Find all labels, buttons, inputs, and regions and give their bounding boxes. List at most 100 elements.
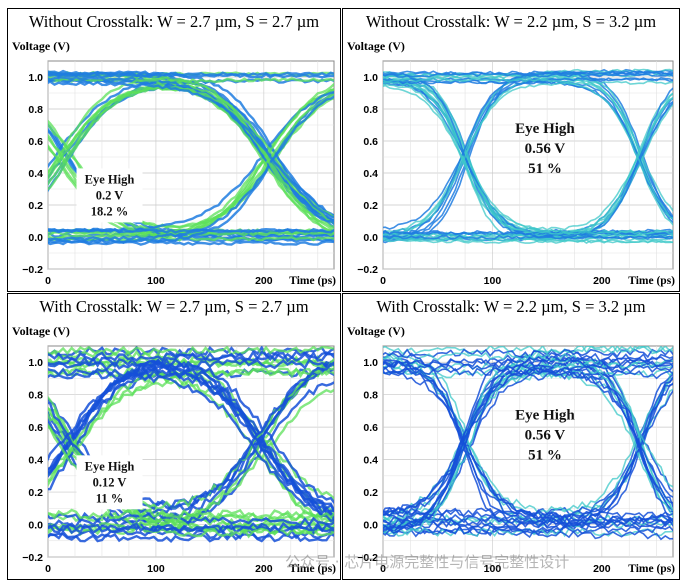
eye-annotation-box [76,455,143,510]
y-tick-label: 0.4 [363,455,378,467]
y-tick-label: 0.8 [28,104,43,116]
eye-annotation-eye-height: 0.56 V [525,141,566,157]
eye-trace [48,76,334,229]
y-tick-label: 0.6 [28,422,43,434]
y-tick-label: 0.2 [28,200,43,212]
x-axis-label: Time (ps) [628,275,675,287]
eye-annotation-eye-label: Eye High [85,459,135,473]
eye-trace [383,234,673,240]
eye-trace [383,84,673,235]
eye-trace [48,532,334,543]
x-axis-label: Time (ps) [289,563,336,575]
y-tick-label: 0.4 [28,168,43,180]
eye-traces [383,346,673,541]
chart-svg: −0.2 0.0 0.2 0.4 0.6 0.8 1.0 0 100 200 Time (ps) Ey… [357,345,675,575]
y-tick-label: 0.0 [28,520,43,532]
y-tick-label: 0.4 [363,168,378,180]
y-tick-label: 1.0 [363,72,378,84]
x-axis-label: Time (ps) [289,275,336,287]
x-tick-label: 100 [147,275,165,287]
eye-trace [48,230,334,237]
y-axis-label: Voltage (V) [347,39,405,53]
chart-panel-3: With Crosstalk: W = 2.7 µm, S = 2.7 µm Vo… [7,293,341,580]
y-tick-label: 0.8 [28,390,43,402]
eye-annotation-eye-percent: 51 % [528,161,562,177]
eye-trace [48,508,334,520]
x-tick-label: 200 [255,563,273,575]
y-tick-label: −0.2 [357,552,378,564]
eye-trace [383,351,673,488]
eye-trace [383,92,673,237]
eye-trace [48,370,334,523]
eye-trace [48,80,334,219]
x-tick-label: 200 [593,275,611,287]
x-tick-label: 200 [255,275,273,287]
chart-title: With Crosstalk: W = 2.7 µm, S = 2.7 µm [39,297,309,316]
eye-annotation-eye-label: Eye High [515,121,575,137]
eye-trace [383,80,673,236]
watermark-text: 公众号 · 芯片电源完整性与信号完整性设计 [285,553,570,571]
eye-annotation-eye-label: Eye High [515,407,575,423]
eye-trace [48,86,334,231]
x-axis-label: Time (ps) [628,563,675,575]
chart-panel-2: Without Crosstalk: W = 2.2 µm, S = 3.2 µ… [342,8,680,292]
eye-trace [383,368,673,521]
eye-annotation-eye-percent: 51 % [528,447,562,463]
eye-trace [48,351,334,363]
y-tick-label: 1.0 [28,72,43,84]
y-tick-label: 1.0 [363,357,378,369]
x-tick-label: 100 [484,275,502,287]
y-tick-label: 0.6 [28,136,43,148]
y-tick-label: 0.0 [363,232,378,244]
eye-annotation-eye-percent: 11 % [96,491,123,505]
eye-annotation-box [76,168,143,223]
eye-trace [48,349,334,530]
x-tick-label: 200 [593,563,611,575]
chart-panel-1: Without Crosstalk: W = 2.7 µm, S = 2.7 µ… [7,8,341,292]
eye-trace [383,346,673,356]
eye-trace [48,69,334,222]
chart-svg: −0.2 0.0 0.2 0.4 0.6 0.8 1.0 0 100 200 Time (ps) Ey… [22,345,336,575]
x-tick-label: 0 [45,563,51,575]
eye-trace [48,346,334,357]
x-tick-label: 0 [380,563,386,575]
y-tick-label: 0.6 [363,422,378,434]
eye-trace [48,367,334,487]
eye-trace [383,364,673,516]
y-tick-label: −0.2 [22,264,43,276]
x-tick-label: 100 [147,563,165,575]
eye-trace [48,72,334,79]
eye-trace [383,83,673,235]
chart-title: Without Crosstalk: W = 2.7 µm, S = 2.7 µ… [28,12,320,31]
y-axis-label: Voltage (V) [347,324,405,338]
y-tick-label: 1.0 [28,357,43,369]
chart-title: Without Crosstalk: W = 2.2 µm, S = 3.2 µ… [365,12,657,31]
eye-annotation-eye-label: Eye High [85,172,135,186]
y-axis-label: Voltage (V) [12,39,70,53]
eye-trace [48,227,334,234]
eye-trace [48,366,334,514]
eye-trace [48,71,334,78]
eye-trace [383,352,673,536]
x-tick-label: 0 [45,275,51,287]
y-tick-label: 0.0 [363,520,378,532]
y-tick-label: 0.2 [363,200,378,212]
x-tick-label: 100 [484,563,502,575]
eye-annotation-eye-percent: 18.2 % [91,204,128,218]
eye-trace [48,521,334,534]
eye-annotation-eye-height: 0.2 V [96,188,124,202]
y-tick-label: 0.8 [363,104,378,116]
y-tick-label: 0.2 [363,487,378,499]
x-tick-label: 0 [380,275,386,287]
y-axis-label: Voltage (V) [12,324,70,338]
eye-trace [383,366,673,526]
eye-trace [383,524,673,535]
eye-trace [383,353,673,515]
y-tick-label: 0.6 [363,136,378,148]
eye-trace [383,367,673,523]
eye-annotation-eye-height: 0.56 V [525,427,566,443]
eye-trace [383,363,673,499]
eye-trace [383,382,673,519]
eye-trace [383,72,673,78]
